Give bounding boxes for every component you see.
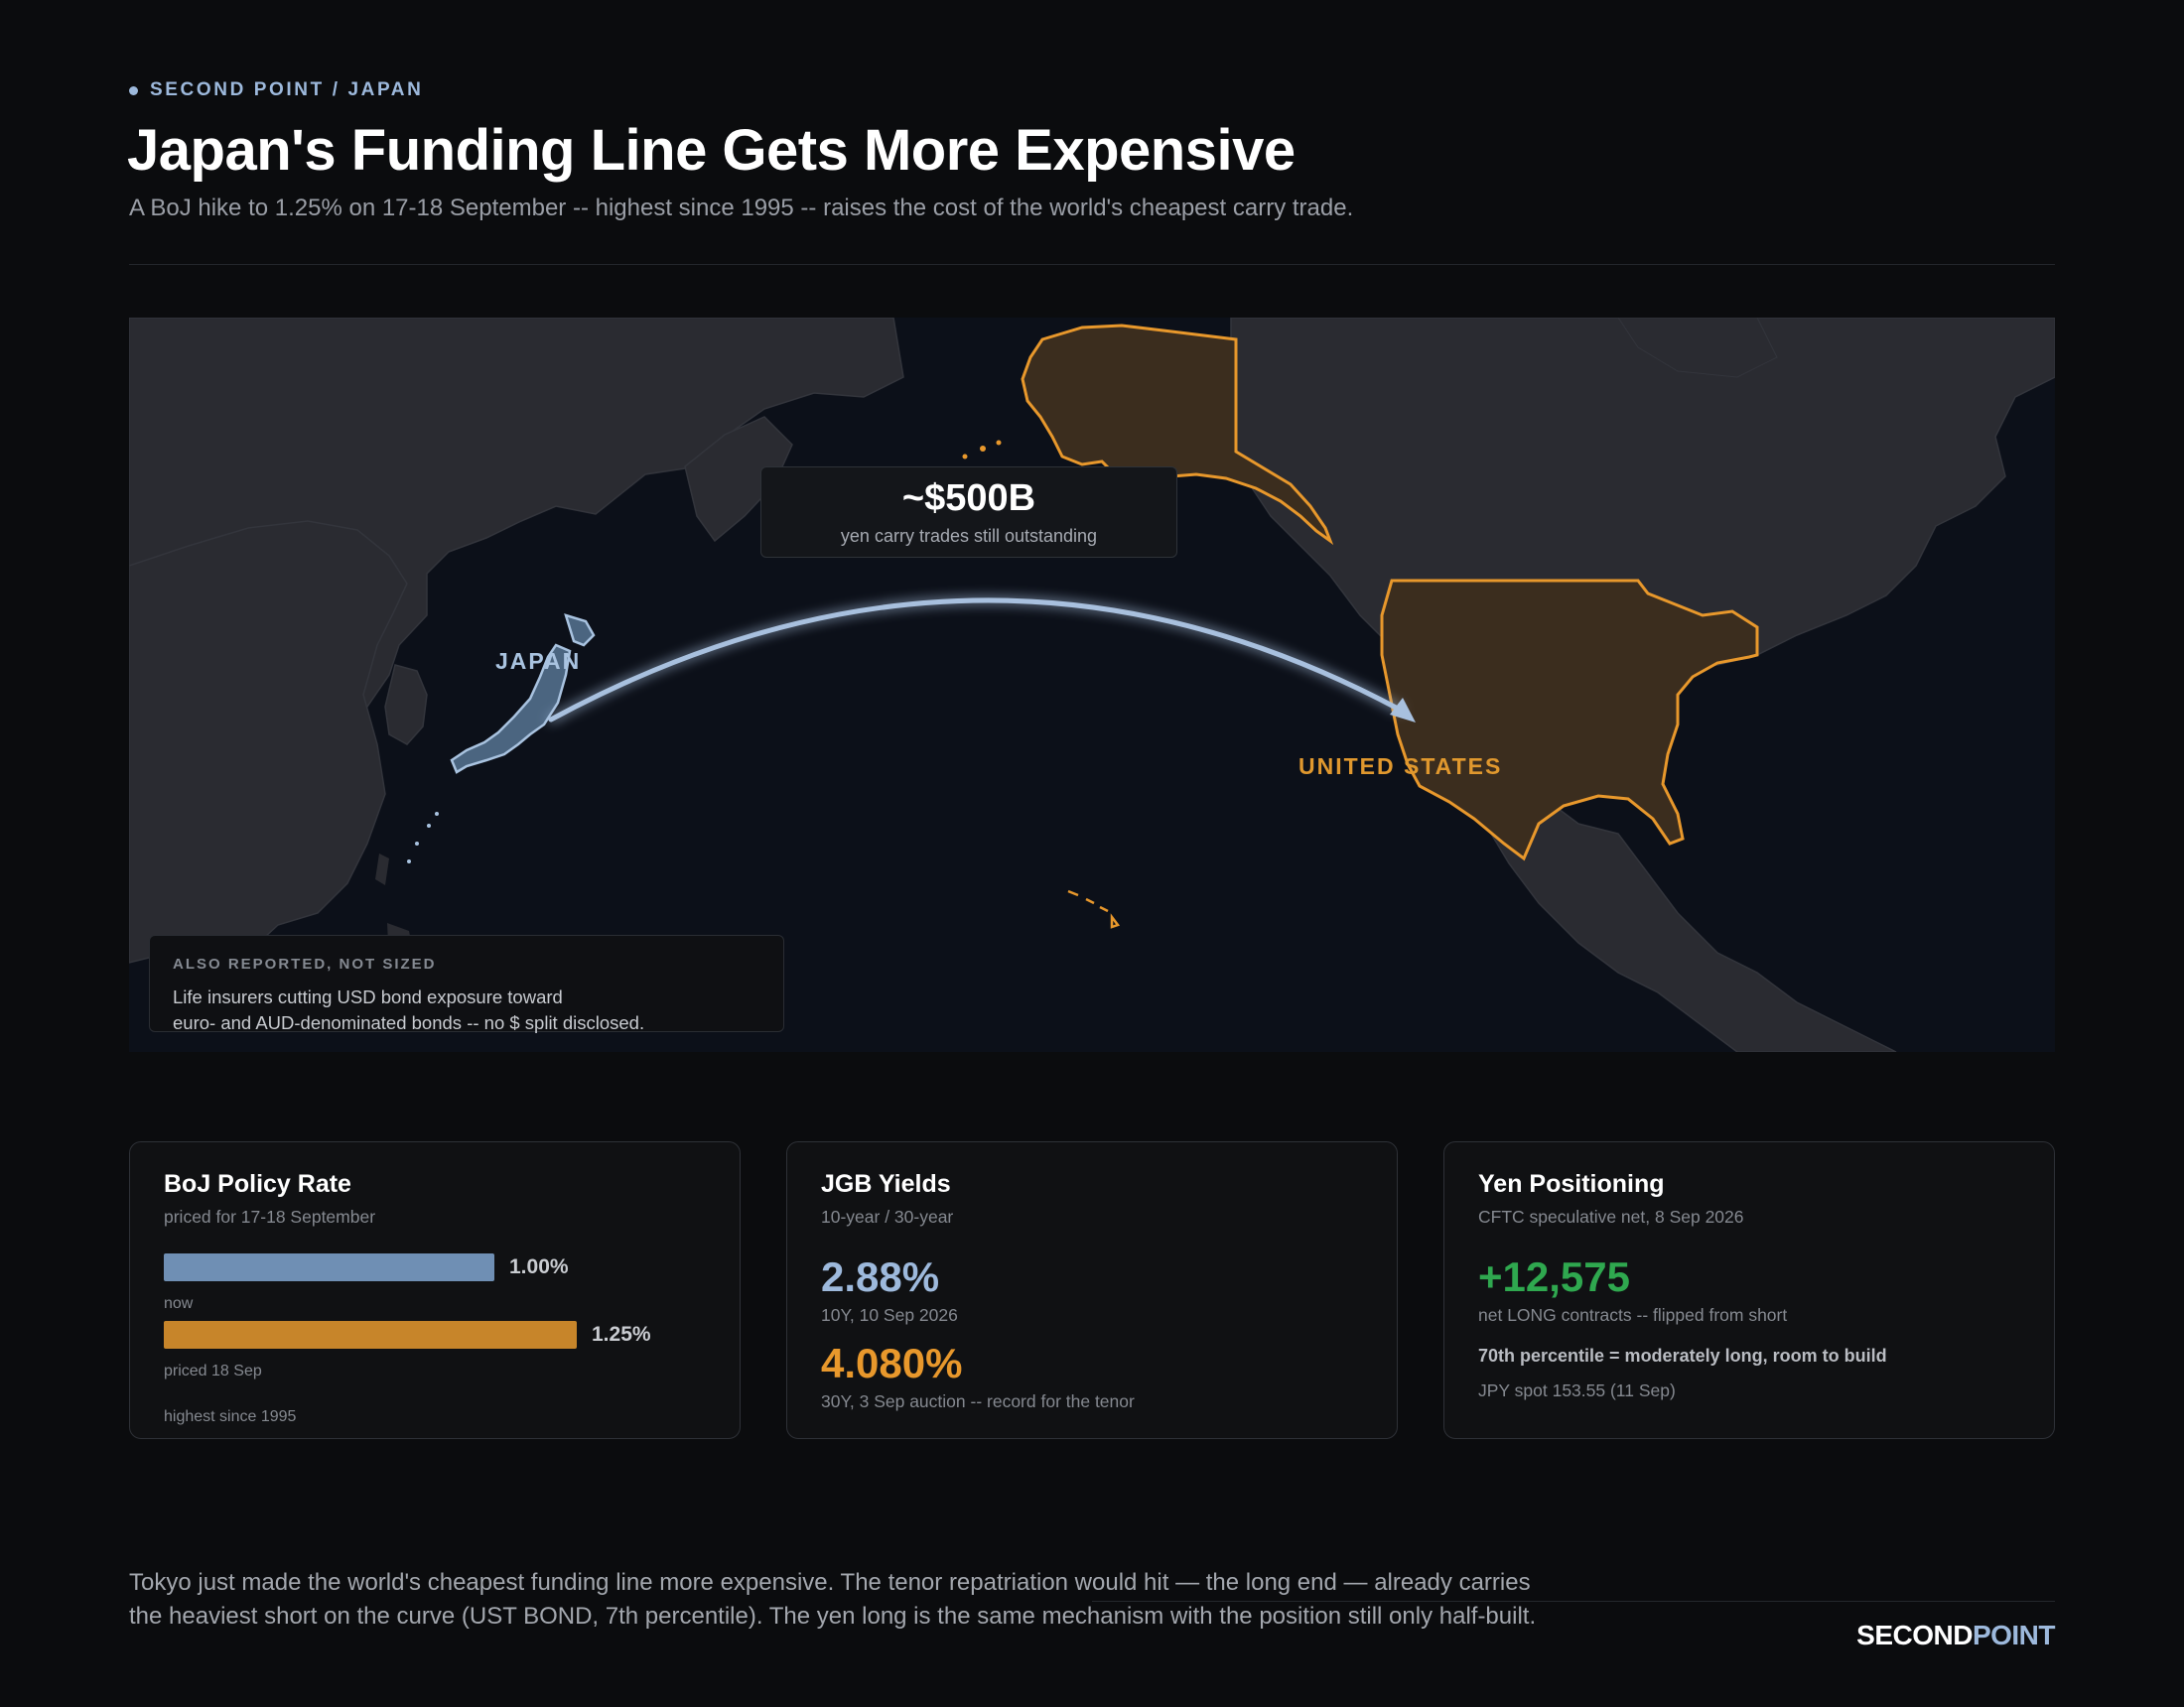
landmass-taiwan — [375, 854, 389, 885]
carry-callout: ~$500B yen carry trades still outstandin… — [760, 466, 1177, 558]
yen-positioning-card: Yen Positioning CFTC speculative net, 8 … — [1443, 1141, 2055, 1439]
jgb-30y-caption: 30Y, 3 Sep auction -- record for the ten… — [821, 1391, 1135, 1411]
kicker: SECOND POINT / JAPAN — [129, 79, 423, 101]
card-subtitle: 10-year / 30-year — [821, 1207, 954, 1227]
page-subtitle: A BoJ hike to 1.25% on 17-18 September -… — [129, 195, 1354, 221]
alaska-shape — [1021, 324, 1334, 546]
rate-caption-priced: priced 18 Sep — [164, 1363, 262, 1379]
header-divider — [129, 264, 2055, 265]
hawaii-shape — [1067, 889, 1121, 929]
carry-trade-map: ~$500B yen carry trades still outstandin… — [129, 318, 2055, 1052]
brand-logo-part-1: SECOND — [1856, 1620, 1973, 1650]
japan-shape — [450, 613, 596, 774]
rate-bar-row-now: 1.00% — [164, 1253, 706, 1283]
united-states-shape — [1380, 579, 1759, 861]
card-subtitle: CFTC speculative net, 8 Sep 2026 — [1478, 1207, 1744, 1227]
kicker-text: SECOND POINT / JAPAN — [150, 79, 424, 100]
landmass-korea — [384, 664, 428, 745]
jgb-10y-caption: 10Y, 10 Sep 2026 — [821, 1305, 958, 1325]
note-text: Life insurers cutting USD bond exposure … — [173, 985, 760, 1036]
boj-policy-rate-card: BoJ Policy Rate priced for 17-18 Septemb… — [129, 1141, 741, 1439]
page-title: Japan's Funding Line Gets More Expensive — [127, 118, 1296, 183]
footer-line-2: the heaviest short on the curve (UST BON… — [129, 1603, 1537, 1630]
rate-bar-now — [164, 1253, 494, 1281]
ryukyu-islands — [407, 812, 439, 863]
japan-label: JAPAN — [495, 648, 582, 674]
jgb-10y-value: 2.88% — [821, 1253, 940, 1300]
rate-bar-priced — [164, 1321, 577, 1349]
also-reported-note: ALSO REPORTED, NOT SIZED Life insurers c… — [149, 935, 784, 1033]
landmass-mexico — [1457, 752, 1897, 1052]
yen-net-position-value: +12,575 — [1478, 1253, 1630, 1300]
yen-percentile-note: 70th percentile = moderately long, room … — [1478, 1346, 1887, 1366]
rate-caption-now: now — [164, 1295, 194, 1312]
kicker-dot — [129, 85, 138, 95]
map-svg — [129, 318, 2055, 1052]
united-states-label: UNITED STATES — [1298, 753, 1503, 779]
rate-value-priced: 1.25% — [592, 1323, 651, 1346]
footer-commentary: Tokyo just made the world's cheapest fun… — [129, 1566, 1658, 1634]
arrow-head-icon — [1390, 698, 1416, 722]
callout-label: yen carry trades still outstanding — [840, 526, 1098, 546]
brand-logo-part-2: POINT — [1972, 1620, 2056, 1650]
card-subtitle: priced for 17-18 September — [164, 1207, 376, 1227]
card-title: JGB Yields — [821, 1170, 951, 1198]
card-title: BoJ Policy Rate — [164, 1170, 351, 1198]
footer-divider — [1092, 1601, 2055, 1602]
note-line-2: euro- and AUD-denominated bonds -- no $ … — [173, 1012, 645, 1033]
yen-spot: JPY spot 153.55 (11 Sep) — [1478, 1380, 1676, 1400]
landmass-arctic-islands — [1617, 318, 1778, 378]
yen-net-position-caption: net LONG contracts -- flipped from short — [1478, 1305, 1788, 1325]
rate-bar-row-priced: 1.25% — [164, 1321, 706, 1351]
jgb-30y-value: 4.080% — [821, 1340, 963, 1386]
callout-value: ~$500B — [901, 477, 1036, 519]
brand-logo: SECONDPOINT — [1856, 1620, 2055, 1651]
carry-trade-arrow — [548, 597, 1403, 722]
note-line-1: Life insurers cutting USD bond exposure … — [173, 986, 563, 1007]
jgb-yields-card: JGB Yields 10-year / 30-year 2.88% 10Y, … — [786, 1141, 1398, 1439]
rate-value-now: 1.00% — [509, 1255, 569, 1278]
card-title: Yen Positioning — [1478, 1170, 1665, 1198]
footer-line-1: Tokyo just made the world's cheapest fun… — [129, 1569, 1531, 1596]
note-heading: ALSO REPORTED, NOT SIZED — [173, 956, 437, 973]
rate-footnote: highest since 1995 — [164, 1408, 297, 1425]
